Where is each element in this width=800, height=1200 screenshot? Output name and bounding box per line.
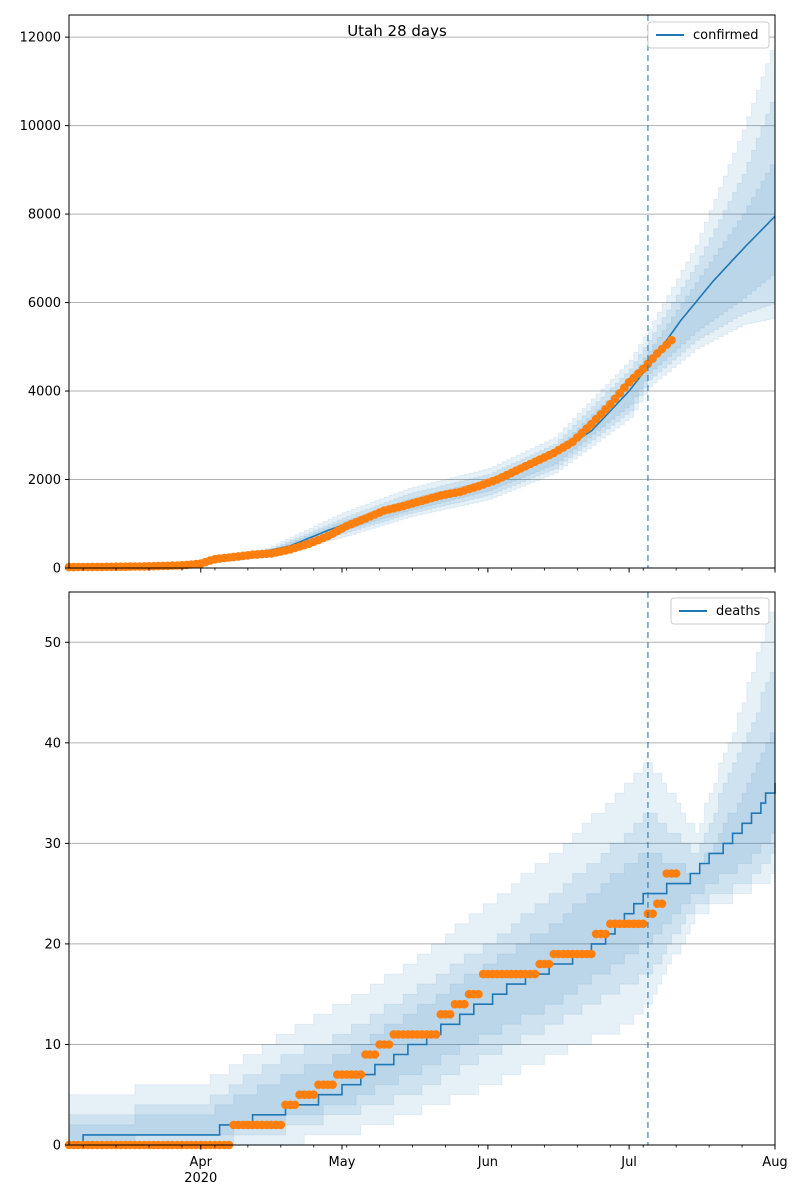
observed-point [370, 1050, 380, 1059]
observed-point [276, 1120, 286, 1130]
deaths-prediction-bands [68, 592, 776, 1146]
x-tick-label: May [329, 1155, 356, 1170]
observed-point [309, 1090, 319, 1099]
x-tick-label: Apr [190, 1155, 213, 1170]
observed-point [587, 949, 596, 959]
prediction-band [68, 592, 776, 1146]
y-tick-label: 40 [44, 736, 61, 751]
y-tick-label: 30 [44, 837, 61, 852]
observed-point [638, 919, 648, 929]
observed-point [601, 929, 610, 939]
observed-point [530, 969, 540, 979]
observed-point [671, 869, 681, 878]
y-tick-label: 10 [44, 1038, 61, 1053]
y-tick-label: 0 [53, 562, 61, 577]
deaths-observed-points [64, 869, 681, 1150]
y-tick-label: 50 [44, 636, 61, 651]
x-tick-label: Jul [620, 1155, 637, 1170]
prediction-band [68, 722, 776, 1146]
x-tick-label: Aug [762, 1155, 787, 1170]
legend-box [647, 21, 770, 49]
y-tick-label: 8000 [28, 208, 61, 223]
confirmed-observed-points [64, 335, 676, 572]
figure-title: Utah 28 days [347, 22, 447, 40]
x-tick-sublabel: 2020 [184, 1171, 217, 1186]
observed-point [474, 989, 483, 999]
y-tick-label: 2000 [28, 473, 61, 488]
y-tick-label: 12000 [20, 31, 61, 46]
deaths-legend: deaths [670, 597, 770, 625]
plot-frame [68, 591, 776, 1146]
deaths-model-line-group [69, 783, 776, 1146]
observed-point [445, 1010, 455, 1019]
confirmed-legend: confirmed [647, 21, 770, 49]
observed-point [328, 1080, 337, 1089]
observed-point [290, 1100, 300, 1110]
y-tick-label: 20 [44, 937, 61, 952]
y-tick-label: 10000 [20, 119, 61, 134]
observed-point [657, 899, 667, 908]
confirmed-chart: 0 2000 4000 6000 8000 10000 12000 confirmed [20, 14, 776, 577]
plot-frame [68, 14, 776, 569]
y-tick-label: 0 [53, 1139, 61, 1154]
y-tick-label: 4000 [28, 385, 61, 400]
legend-label: confirmed [693, 28, 759, 43]
observed-point [648, 909, 657, 918]
observed-point [384, 1040, 394, 1049]
x-tick-label: Jun [477, 1155, 498, 1170]
observed-point [431, 1030, 441, 1039]
observed-point [667, 335, 676, 345]
observed-point [460, 999, 469, 1009]
observed-point [356, 1070, 366, 1079]
legend-label: deaths [716, 604, 761, 619]
observed-point [544, 959, 554, 969]
model-line [69, 783, 776, 1146]
legend-box [670, 597, 770, 625]
confirmed-gridlines [69, 36, 775, 481]
confirmed-axes: 0 2000 4000 6000 8000 10000 12000 [20, 14, 776, 577]
y-tick-label: 6000 [28, 296, 61, 311]
